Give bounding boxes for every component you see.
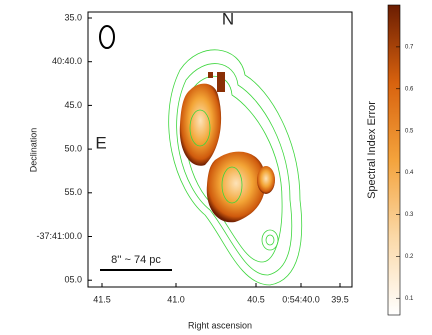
y-axis-label: Declination xyxy=(28,128,38,173)
x-axis-label: Right ascension xyxy=(188,320,252,330)
y-tick-label: 45.0 xyxy=(64,100,82,110)
y-tick-label: -37:41:00.0 xyxy=(36,231,82,241)
colorbar-tick-label: 0.2 xyxy=(405,254,414,260)
x-tick-label: 0:54:40.0 xyxy=(282,294,320,304)
colorbar-label: Spectral Index Error xyxy=(366,101,378,199)
y-tick-label: 05.0 xyxy=(64,275,82,285)
x-tick-label: 40.5 xyxy=(247,294,265,304)
colorbar-tick-label: 0.5 xyxy=(405,128,414,134)
contours xyxy=(168,49,303,286)
colorbar-tick-label: 0.1 xyxy=(405,296,414,302)
north-label: N xyxy=(222,9,234,28)
y-tick-label: 50.0 xyxy=(64,143,82,153)
colorbar xyxy=(387,4,401,316)
y-tick-label: 40:40.0 xyxy=(52,56,82,66)
colorbar-tick-label: 0.6 xyxy=(405,86,414,92)
east-label: E xyxy=(95,133,106,152)
x-tick-label: 41.5 xyxy=(93,294,111,304)
x-tick-label: 41.0 xyxy=(167,294,185,304)
colorbar-tick-label: 0.7 xyxy=(405,44,414,50)
colorbar-tick-label: 0.3 xyxy=(405,212,414,218)
x-tick-label: 39.5 xyxy=(331,294,349,304)
colorbar-tick-label: 0.4 xyxy=(405,170,414,176)
image-emission xyxy=(179,72,275,223)
y-tick-label: 55.0 xyxy=(64,187,82,197)
y-tick-label: 35.0 xyxy=(64,12,82,22)
scale-label: 8'' ~ 74 pc xyxy=(111,254,161,266)
beam-ellipse xyxy=(99,25,115,49)
plot-frame xyxy=(87,11,353,288)
